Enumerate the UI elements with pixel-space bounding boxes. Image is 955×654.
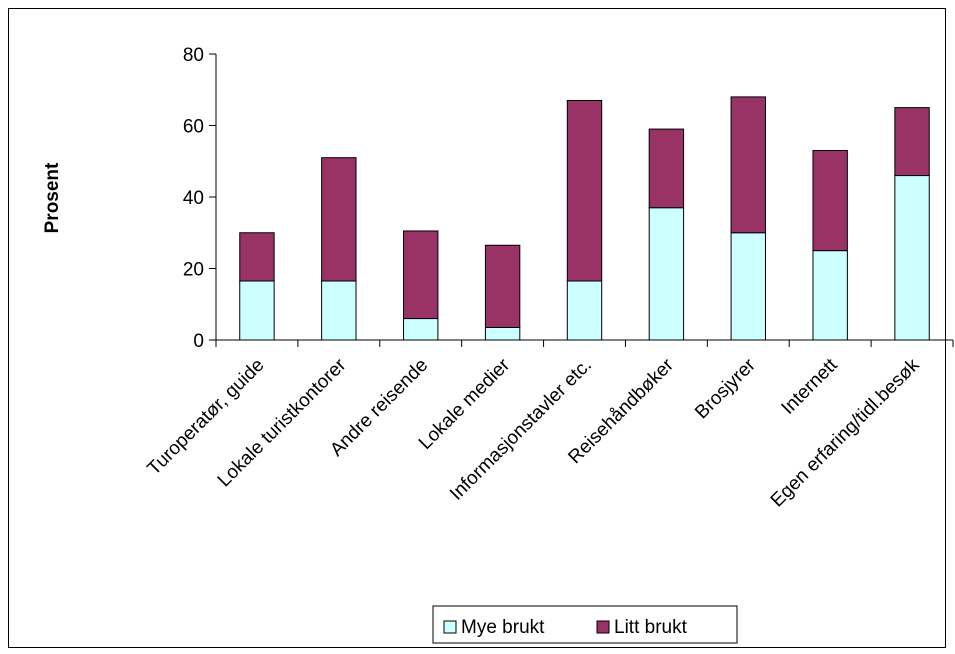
y-tick-label: 80 — [183, 45, 204, 66]
bar-segment-mye-brukt — [894, 175, 930, 341]
bar-segment-litt-brukt — [321, 157, 357, 282]
y-tick-label: 40 — [183, 188, 204, 209]
bar-segment-mye-brukt — [566, 280, 603, 341]
bar-segment-mye-brukt — [403, 318, 439, 341]
bar-segment-mye-brukt — [239, 280, 275, 341]
bar-segment-litt-brukt — [894, 107, 930, 177]
chart-frame — [8, 8, 946, 648]
legend-label-mye-brukt: Mye brukt — [461, 617, 545, 638]
bar-segment-mye-brukt — [321, 280, 357, 341]
y-tick-label: 60 — [183, 117, 204, 138]
bar-segment-litt-brukt — [484, 244, 521, 328]
bar-segment-litt-brukt — [812, 150, 848, 252]
legend-swatch-litt-brukt — [596, 620, 610, 634]
category-label: Brosjyrer — [691, 354, 760, 423]
legend-box — [432, 605, 738, 644]
legend-label-litt-brukt: Litt brukt — [614, 617, 688, 638]
bar-segment-mye-brukt — [484, 326, 521, 341]
bar-segment-litt-brukt — [403, 230, 439, 320]
bar-segment-mye-brukt — [812, 250, 848, 341]
legend-swatch-mye-brukt — [443, 620, 457, 634]
axes — [215, 54, 954, 347]
category-label: Egen erfaring/tidl.besøk — [767, 354, 924, 511]
y-tick-label: 20 — [183, 260, 204, 281]
bar-segment-mye-brukt — [730, 232, 766, 341]
bar-segment-litt-brukt — [730, 96, 766, 234]
category-label: Informasjonstavler etc. — [446, 355, 596, 505]
y-tick-label: 0 — [193, 331, 204, 352]
y-axis-title: Prosent — [42, 162, 63, 233]
legend: Mye brukt Litt brukt — [432, 605, 738, 644]
y-axis-ticks: 0 20 40 60 80 — [183, 45, 216, 352]
bars — [239, 96, 930, 341]
bar-segment-litt-brukt — [566, 99, 603, 282]
bar-segment-litt-brukt — [239, 232, 275, 282]
bar-segment-mye-brukt — [648, 207, 685, 341]
category-label: Internett — [778, 354, 843, 419]
bar-segment-litt-brukt — [648, 128, 685, 209]
